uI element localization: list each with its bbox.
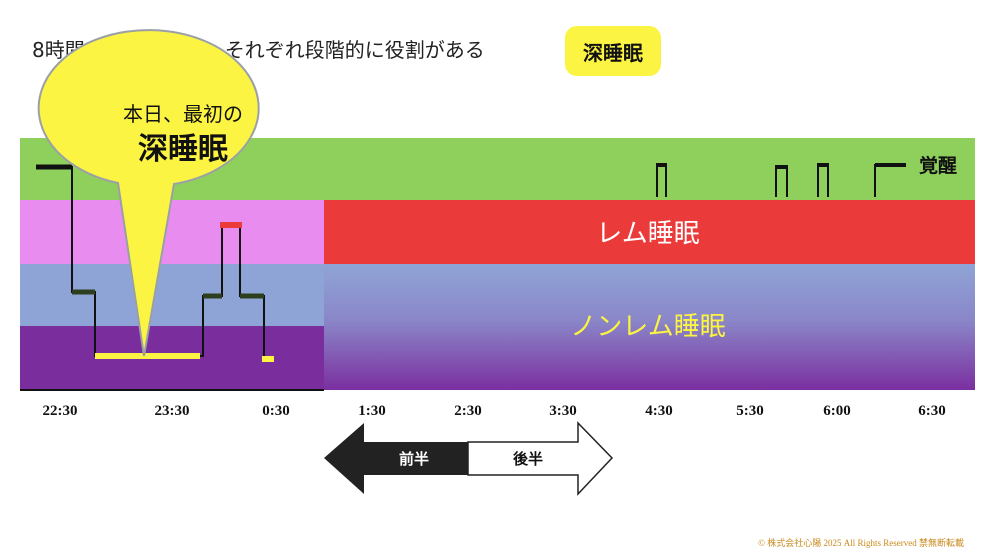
copyright-notice: © 株式会社心陽 2025 All Rights Reserved 禁無断転載 <box>758 538 964 548</box>
rem-band-right <box>324 200 975 264</box>
callout-line2: 深睡眠 <box>138 132 228 167</box>
nonrem-band-right <box>324 264 975 390</box>
time-tick-23-30: 23:30 <box>155 403 190 419</box>
time-tick-1-30: 1:30 <box>358 403 386 419</box>
time-tick-4-30: 4:30 <box>645 403 673 419</box>
callout-bubble <box>37 29 260 357</box>
time-tick-3-30: 3:30 <box>549 403 577 419</box>
time-tick-22-30: 22:30 <box>43 403 78 419</box>
second-half-arrow <box>467 421 614 496</box>
time-tick-0-30: 0:30 <box>262 403 290 419</box>
time-tick-6-30: 6:30 <box>918 403 946 419</box>
time-tick-labels: 22:30 23:30 0:30 1:30 2:30 3:30 4:30 5:30 6:00 6:… <box>43 403 946 419</box>
time-tick-5-30: 5:30 <box>736 403 764 419</box>
callout-line1: 本日、最初の <box>123 102 243 126</box>
nonrem-label: ノンレム睡眠 <box>570 312 725 342</box>
second-half-label: 後半 <box>512 450 543 468</box>
first-half-arrow <box>324 423 468 494</box>
time-tick-2-30: 2:30 <box>454 403 482 419</box>
first-half-label: 前半 <box>399 450 429 468</box>
awake-label: 覚醒 <box>919 154 957 177</box>
light-sleep-band <box>20 264 324 326</box>
rem-label: レム睡眠 <box>596 219 699 249</box>
deep-sleep-tag: 深睡眠 <box>565 26 661 76</box>
rem-band-left <box>20 200 324 264</box>
time-tick-6-00: 6:00 <box>823 403 851 419</box>
